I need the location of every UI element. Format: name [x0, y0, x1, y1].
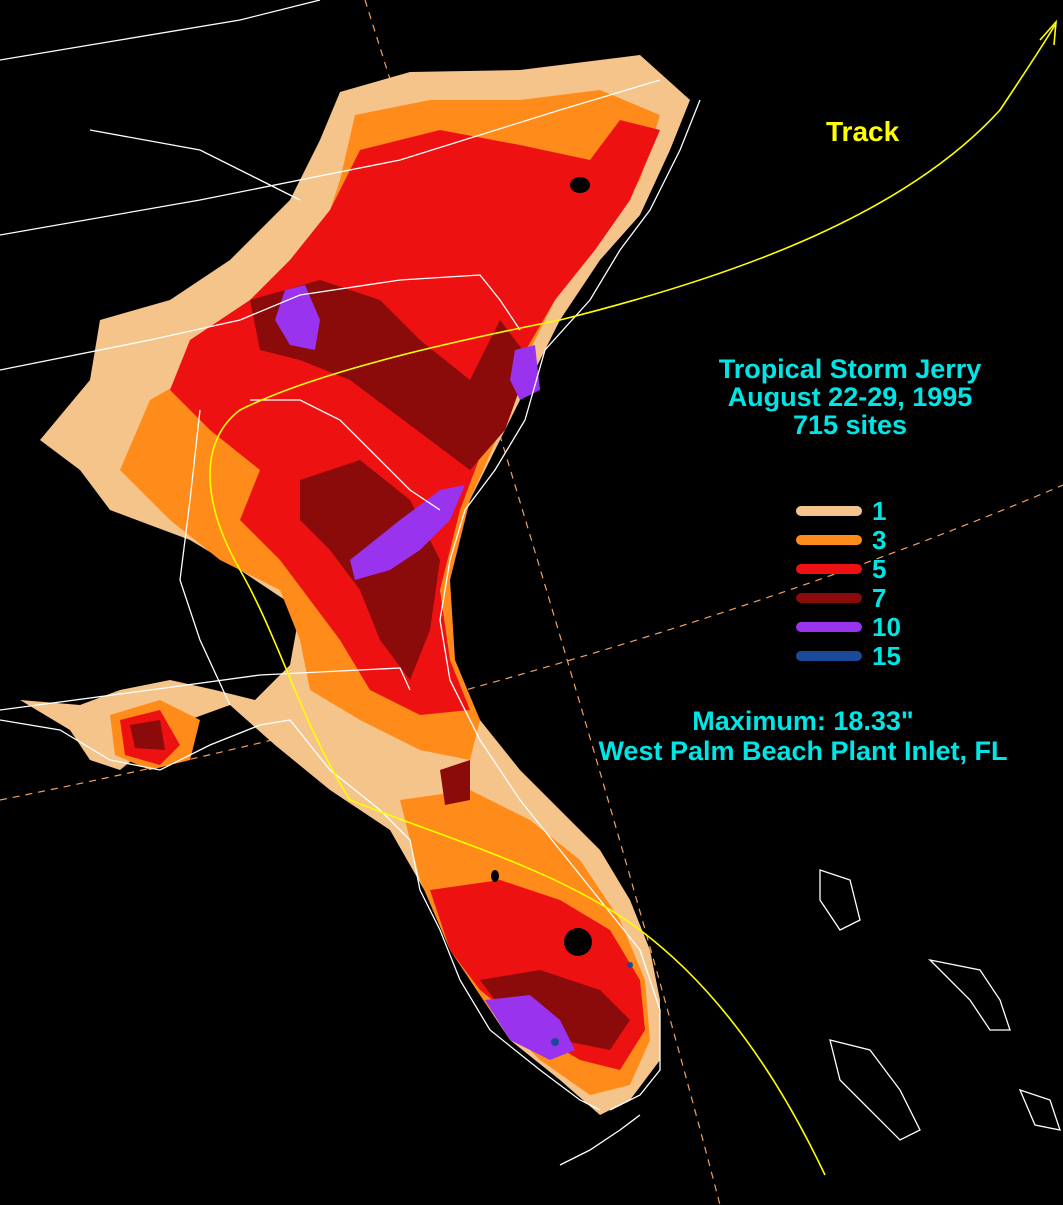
coast-atlantic: [439, 99, 701, 1111]
storm-track: [209, 19, 1058, 1176]
legend-item: 7: [796, 583, 936, 616]
legend-value: 1: [872, 496, 887, 526]
coast-bahamas-2: [928, 958, 1011, 1031]
coast-gulf: [0, 719, 601, 1111]
legend-value: 3: [872, 525, 887, 555]
state-borders: [0, 0, 661, 711]
coast-bahamas-1: [819, 869, 861, 931]
border-ky-tn: [89, 129, 301, 201]
legend-swatch: [796, 651, 862, 661]
coast-bahamas-3: [829, 1039, 921, 1141]
border-nc-sc: [0, 274, 521, 371]
legend-value: 5: [872, 554, 887, 584]
legend-item: 5: [796, 554, 936, 587]
title-dates: August 22-29, 1995: [727, 382, 973, 412]
rainfall-holes: [491, 177, 592, 956]
border-va-nc: [0, 79, 661, 236]
track-line: [209, 24, 1056, 1176]
title-block: Tropical Storm Jerry August 22-29, 1995 …: [660, 355, 1040, 439]
border-sc-ga: [250, 399, 441, 511]
legend-swatch: [796, 535, 862, 545]
maximum-location: West Palm Beach Plant Inlet, FL: [598, 736, 1008, 766]
title-site-count: 715 sites: [792, 410, 908, 440]
legend-value: 10: [872, 612, 901, 642]
arrow-head-icon: [1039, 19, 1058, 46]
maximum-block: Maximum: 18.33" West Palm Beach Plant In…: [548, 706, 1058, 766]
graticule-line-lat: [0, 484, 1063, 801]
legend-swatch: [796, 622, 862, 632]
legend-item: 15: [796, 641, 936, 674]
track-label: Track: [826, 116, 900, 147]
title-storm-name: Tropical Storm Jerry: [718, 354, 982, 384]
legend-value: 7: [872, 583, 887, 613]
legend-item: 10: [796, 612, 936, 645]
legend-swatch: [796, 506, 862, 516]
legend: 1 3 5 7 10 15: [796, 496, 936, 674]
legend-value: 15: [872, 641, 901, 671]
rainfall-contour-15in: [551, 962, 633, 1046]
maximum-value: Maximum: 18.33": [692, 706, 914, 736]
border-al-ga: [179, 409, 231, 706]
graticule-line-lon-1: [364, 0, 721, 1205]
legend-swatch: [796, 593, 862, 603]
coast-keys: [559, 1114, 641, 1166]
legend-item: 3: [796, 525, 936, 558]
coastline: [0, 99, 1061, 1166]
legend-item: 1: [796, 496, 936, 529]
border-ga-fl: [0, 667, 411, 711]
rainfall-contour-7in: [130, 280, 630, 1050]
legend-swatch: [796, 564, 862, 574]
border-tn-nc: [0, 0, 321, 61]
coast-bahamas-4: [1018, 1088, 1061, 1131]
